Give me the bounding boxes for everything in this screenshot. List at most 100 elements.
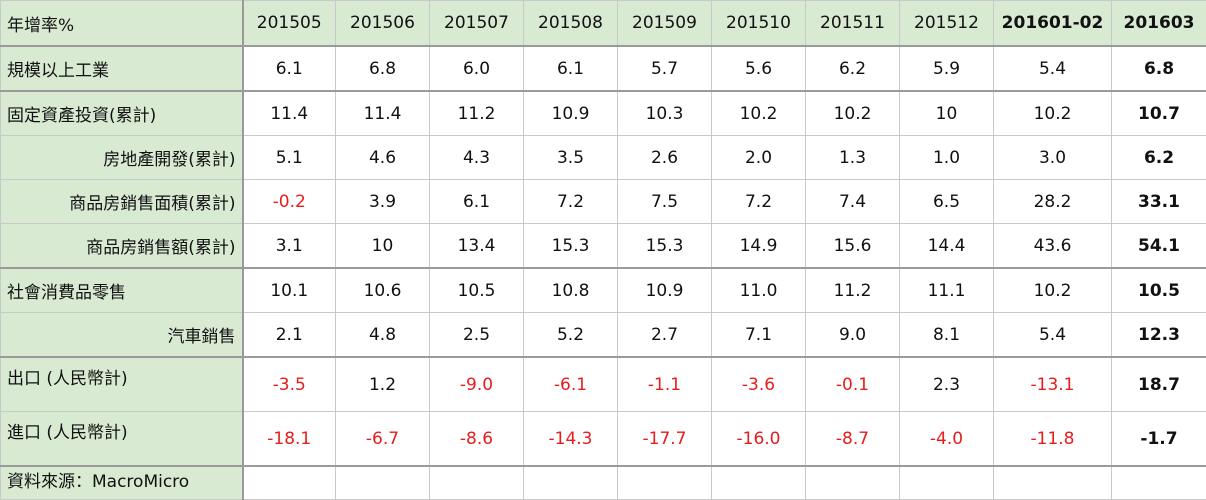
- value-cell[interactable]: -0.1: [806, 357, 900, 412]
- value-cell[interactable]: 10.6: [336, 268, 430, 313]
- value-cell[interactable]: 1.0: [900, 136, 994, 180]
- empty-cell[interactable]: [1112, 466, 1206, 500]
- value-cell[interactable]: 13.4: [430, 224, 524, 269]
- row-label-cell[interactable]: 商品房銷售面積(累計): [1, 180, 243, 224]
- value-cell[interactable]: 2.7: [618, 313, 712, 358]
- value-cell[interactable]: 10.8: [524, 268, 618, 313]
- period-header-cell[interactable]: 201508: [524, 1, 618, 47]
- value-cell[interactable]: 54.1: [1112, 224, 1206, 269]
- value-cell[interactable]: 5.6: [712, 46, 806, 91]
- value-cell[interactable]: 11.2: [430, 91, 524, 136]
- value-cell[interactable]: 1.3: [806, 136, 900, 180]
- value-cell[interactable]: 10.2: [712, 91, 806, 136]
- value-cell[interactable]: 3.1: [243, 224, 336, 269]
- value-cell[interactable]: 10.2: [994, 91, 1112, 136]
- value-cell[interactable]: 5.7: [618, 46, 712, 91]
- empty-cell[interactable]: [994, 466, 1112, 500]
- value-cell[interactable]: 10.1: [243, 268, 336, 313]
- empty-cell[interactable]: [430, 466, 524, 500]
- row-label-cell[interactable]: 社會消費品零售: [1, 268, 243, 313]
- period-header-cell[interactable]: 201505: [243, 1, 336, 47]
- value-cell[interactable]: -8.7: [806, 412, 900, 467]
- value-cell[interactable]: 18.7: [1112, 357, 1206, 412]
- period-header-cell[interactable]: 201511: [806, 1, 900, 47]
- value-cell[interactable]: 10.2: [994, 268, 1112, 313]
- value-cell[interactable]: 5.1: [243, 136, 336, 180]
- header-label-cell[interactable]: 年增率%: [1, 1, 243, 47]
- value-cell[interactable]: 10.9: [524, 91, 618, 136]
- value-cell[interactable]: 10.3: [618, 91, 712, 136]
- value-cell[interactable]: -6.1: [524, 357, 618, 412]
- value-cell[interactable]: 4.8: [336, 313, 430, 358]
- value-cell[interactable]: 12.3: [1112, 313, 1206, 358]
- value-cell[interactable]: 7.2: [524, 180, 618, 224]
- value-cell[interactable]: 7.1: [712, 313, 806, 358]
- row-label-cell[interactable]: 出口 (人民幣計): [1, 357, 243, 412]
- source-note[interactable]: 資料來源：MacroMicro: [1, 466, 243, 500]
- value-cell[interactable]: 2.0: [712, 136, 806, 180]
- value-cell[interactable]: 6.8: [336, 46, 430, 91]
- row-label-cell[interactable]: 汽車銷售: [1, 313, 243, 358]
- value-cell[interactable]: 15.3: [524, 224, 618, 269]
- value-cell[interactable]: 2.1: [243, 313, 336, 358]
- period-header-cell[interactable]: 201512: [900, 1, 994, 47]
- value-cell[interactable]: 7.4: [806, 180, 900, 224]
- value-cell[interactable]: 2.3: [900, 357, 994, 412]
- value-cell[interactable]: 11.0: [712, 268, 806, 313]
- value-cell[interactable]: 2.5: [430, 313, 524, 358]
- value-cell[interactable]: 6.2: [806, 46, 900, 91]
- empty-cell[interactable]: [336, 466, 430, 500]
- empty-cell[interactable]: [618, 466, 712, 500]
- value-cell[interactable]: -9.0: [430, 357, 524, 412]
- value-cell[interactable]: -11.8: [994, 412, 1112, 467]
- empty-cell[interactable]: [900, 466, 994, 500]
- period-header-cell[interactable]: 201601-02: [994, 1, 1112, 47]
- value-cell[interactable]: 14.4: [900, 224, 994, 269]
- value-cell[interactable]: -3.6: [712, 357, 806, 412]
- period-header-cell[interactable]: 201509: [618, 1, 712, 47]
- value-cell[interactable]: -14.3: [524, 412, 618, 467]
- value-cell[interactable]: 11.1: [900, 268, 994, 313]
- value-cell[interactable]: 9.0: [806, 313, 900, 358]
- value-cell[interactable]: 2.6: [618, 136, 712, 180]
- value-cell[interactable]: 3.9: [336, 180, 430, 224]
- value-cell[interactable]: 6.1: [430, 180, 524, 224]
- value-cell[interactable]: 6.1: [524, 46, 618, 91]
- value-cell[interactable]: -1.7: [1112, 412, 1206, 467]
- value-cell[interactable]: -6.7: [336, 412, 430, 467]
- value-cell[interactable]: 7.2: [712, 180, 806, 224]
- value-cell[interactable]: 11.2: [806, 268, 900, 313]
- empty-cell[interactable]: [524, 466, 618, 500]
- value-cell[interactable]: 6.5: [900, 180, 994, 224]
- value-cell[interactable]: 4.3: [430, 136, 524, 180]
- value-cell[interactable]: -0.2: [243, 180, 336, 224]
- value-cell[interactable]: 10.5: [430, 268, 524, 313]
- value-cell[interactable]: 11.4: [243, 91, 336, 136]
- value-cell[interactable]: 10.7: [1112, 91, 1206, 136]
- value-cell[interactable]: 10.2: [806, 91, 900, 136]
- empty-cell[interactable]: [243, 466, 336, 500]
- value-cell[interactable]: 7.5: [618, 180, 712, 224]
- value-cell[interactable]: 6.2: [1112, 136, 1206, 180]
- value-cell[interactable]: 6.1: [243, 46, 336, 91]
- value-cell[interactable]: 5.4: [994, 46, 1112, 91]
- value-cell[interactable]: 14.9: [712, 224, 806, 269]
- value-cell[interactable]: 10.5: [1112, 268, 1206, 313]
- value-cell[interactable]: -13.1: [994, 357, 1112, 412]
- value-cell[interactable]: 4.6: [336, 136, 430, 180]
- value-cell[interactable]: -17.7: [618, 412, 712, 467]
- value-cell[interactable]: 10: [336, 224, 430, 269]
- row-label-cell[interactable]: 商品房銷售額(累計): [1, 224, 243, 269]
- period-header-cell[interactable]: 201506: [336, 1, 430, 47]
- value-cell[interactable]: 5.2: [524, 313, 618, 358]
- value-cell[interactable]: 33.1: [1112, 180, 1206, 224]
- period-header-cell[interactable]: 201510: [712, 1, 806, 47]
- value-cell[interactable]: 10.9: [618, 268, 712, 313]
- empty-cell[interactable]: [806, 466, 900, 500]
- value-cell[interactable]: 8.1: [900, 313, 994, 358]
- value-cell[interactable]: 11.4: [336, 91, 430, 136]
- value-cell[interactable]: 15.3: [618, 224, 712, 269]
- value-cell[interactable]: 5.4: [994, 313, 1112, 358]
- value-cell[interactable]: 1.2: [336, 357, 430, 412]
- value-cell[interactable]: 3.5: [524, 136, 618, 180]
